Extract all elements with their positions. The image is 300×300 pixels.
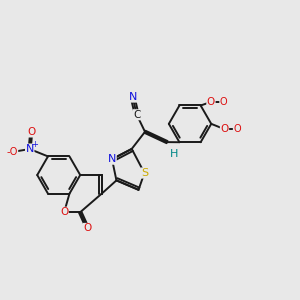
Text: O: O [233,124,241,134]
Text: C: C [133,110,140,120]
Text: -O: -O [6,147,18,157]
Text: H: H [170,149,178,160]
Text: S: S [141,168,148,178]
Text: +: + [31,140,38,149]
Text: O: O [220,124,229,134]
Text: O: O [220,97,227,107]
Text: O: O [83,224,92,233]
Text: N: N [128,92,137,102]
Text: O: O [27,127,35,137]
Text: N: N [26,144,34,154]
Text: O: O [60,207,68,217]
Text: N: N [108,154,116,164]
Text: O: O [207,97,215,107]
